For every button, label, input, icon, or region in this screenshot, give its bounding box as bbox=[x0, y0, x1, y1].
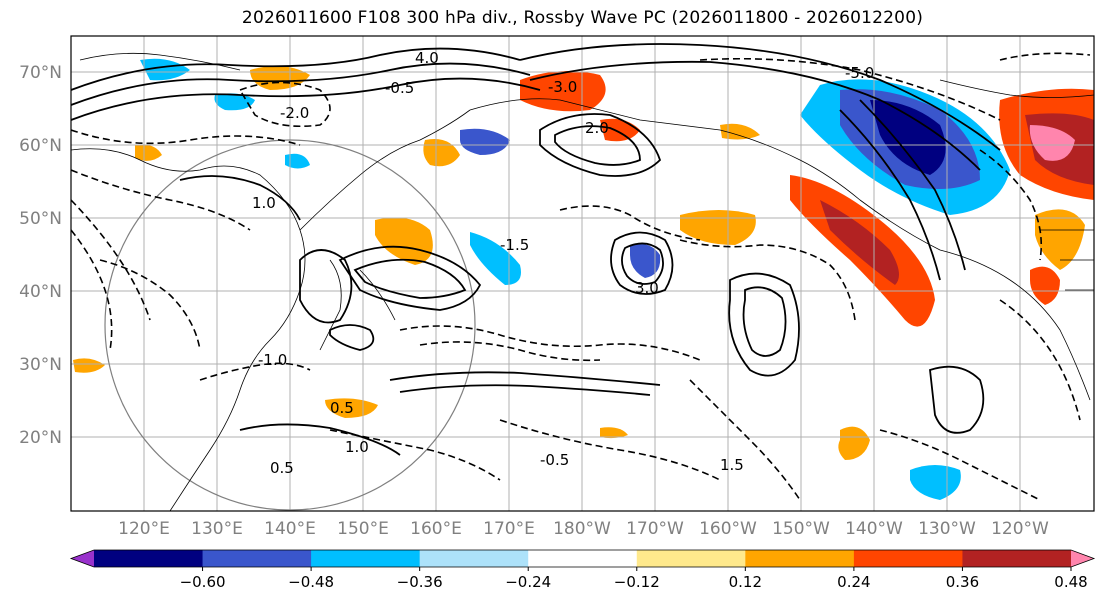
lon-label: 130°W bbox=[918, 519, 976, 539]
colorbar-tick-label: −0.24 bbox=[505, 573, 551, 591]
lon-label: 170°E bbox=[483, 519, 535, 539]
contour-label: 1.0 bbox=[345, 438, 369, 456]
colorbar-swatch bbox=[94, 550, 204, 567]
lon-label: 170°W bbox=[626, 519, 684, 539]
lat-label: 30°N bbox=[19, 355, 62, 375]
map-title: 2026011600 F108 300 hPa div., Rossby Wav… bbox=[241, 8, 924, 28]
coastlines bbox=[71, 52, 1094, 511]
colorbar-tick-label: −0.12 bbox=[614, 573, 660, 591]
contour-label: -0.5 bbox=[385, 79, 414, 97]
colorbar-swatch bbox=[745, 550, 855, 567]
contour-label: -2.0 bbox=[280, 104, 309, 122]
lon-label: 120°E bbox=[118, 519, 170, 539]
lon-label: 150°E bbox=[337, 519, 389, 539]
contour-label: -0.5 bbox=[540, 451, 569, 469]
lon-label: 130°E bbox=[191, 519, 243, 539]
lon-label: 160°E bbox=[410, 519, 462, 539]
colorbar-swatch bbox=[311, 550, 421, 567]
contour-label: -1.5 bbox=[500, 236, 529, 254]
contour-label: 1.0 bbox=[252, 194, 276, 212]
lon-label: 150°W bbox=[772, 519, 830, 539]
lat-label: 60°N bbox=[19, 136, 62, 156]
contour-label: 0.5 bbox=[270, 459, 294, 477]
contour-label: 4.0 bbox=[415, 49, 439, 67]
colorbar-swatch bbox=[419, 550, 529, 567]
lon-label: 140°W bbox=[845, 519, 903, 539]
colorbar-swatch bbox=[962, 550, 1072, 567]
colorbar-swatch bbox=[853, 550, 963, 567]
lon-label: 140°E bbox=[264, 519, 316, 539]
contour-label: -1.0 bbox=[258, 351, 287, 369]
lat-label: 50°N bbox=[19, 209, 62, 229]
colorbar-tick-label: −0.60 bbox=[180, 573, 226, 591]
colorbar-swatch bbox=[636, 550, 746, 567]
lon-label: 180°W bbox=[553, 519, 611, 539]
contour-label: 2.0 bbox=[585, 119, 609, 137]
colorbar-tick-label: −0.48 bbox=[288, 573, 334, 591]
lat-label: 20°N bbox=[19, 428, 62, 448]
contour-label: 3.0 bbox=[635, 279, 659, 297]
lon-label: 120°W bbox=[991, 519, 1049, 539]
map-frame bbox=[70, 35, 1095, 512]
longitude-labels: 120°E 130°E 140°E 150°E 160°E 170°E 180°… bbox=[118, 519, 1049, 539]
contour-label: 0.5 bbox=[330, 399, 354, 417]
lat-label: 70°N bbox=[19, 63, 62, 83]
colorbar: −0.60 −0.48 −0.36 −0.24 −0.12 0.12 0.24 0.36 0.4… bbox=[69, 549, 1096, 591]
contour-label: -3.0 bbox=[548, 78, 577, 96]
colorbar-swatch bbox=[202, 550, 312, 567]
convergence-contours bbox=[71, 52, 1091, 501]
reference-circle bbox=[104, 139, 476, 511]
lon-label: 160°W bbox=[699, 519, 757, 539]
colorbar-swatch bbox=[528, 550, 638, 567]
colorbar-tick-label: −0.36 bbox=[397, 573, 443, 591]
contour-label: -5.0 bbox=[845, 64, 874, 82]
colorbar-tick-label: 0.12 bbox=[729, 573, 762, 591]
colorbar-tick-label: 0.24 bbox=[837, 573, 870, 591]
latitude-labels: 70°N 60°N 50°N 40°N 30°N 20°N bbox=[19, 63, 62, 448]
colorbar-tick-label: 0.48 bbox=[1054, 573, 1087, 591]
lat-label: 40°N bbox=[19, 282, 62, 302]
colorbar-extend-low bbox=[71, 550, 94, 567]
contour-labels: 4.0 -0.5 -2.0 -3.0 2.0 1.0 -1.0 -1.5 0.5… bbox=[252, 49, 874, 477]
colorbar-tick-label: 0.36 bbox=[946, 573, 979, 591]
colorbar-outline bbox=[69, 549, 1096, 568]
divergence-contours bbox=[71, 43, 1001, 456]
contour-label: 1.5 bbox=[720, 456, 744, 474]
colorbar-extend-high bbox=[1071, 550, 1094, 567]
graticule bbox=[71, 36, 1094, 511]
